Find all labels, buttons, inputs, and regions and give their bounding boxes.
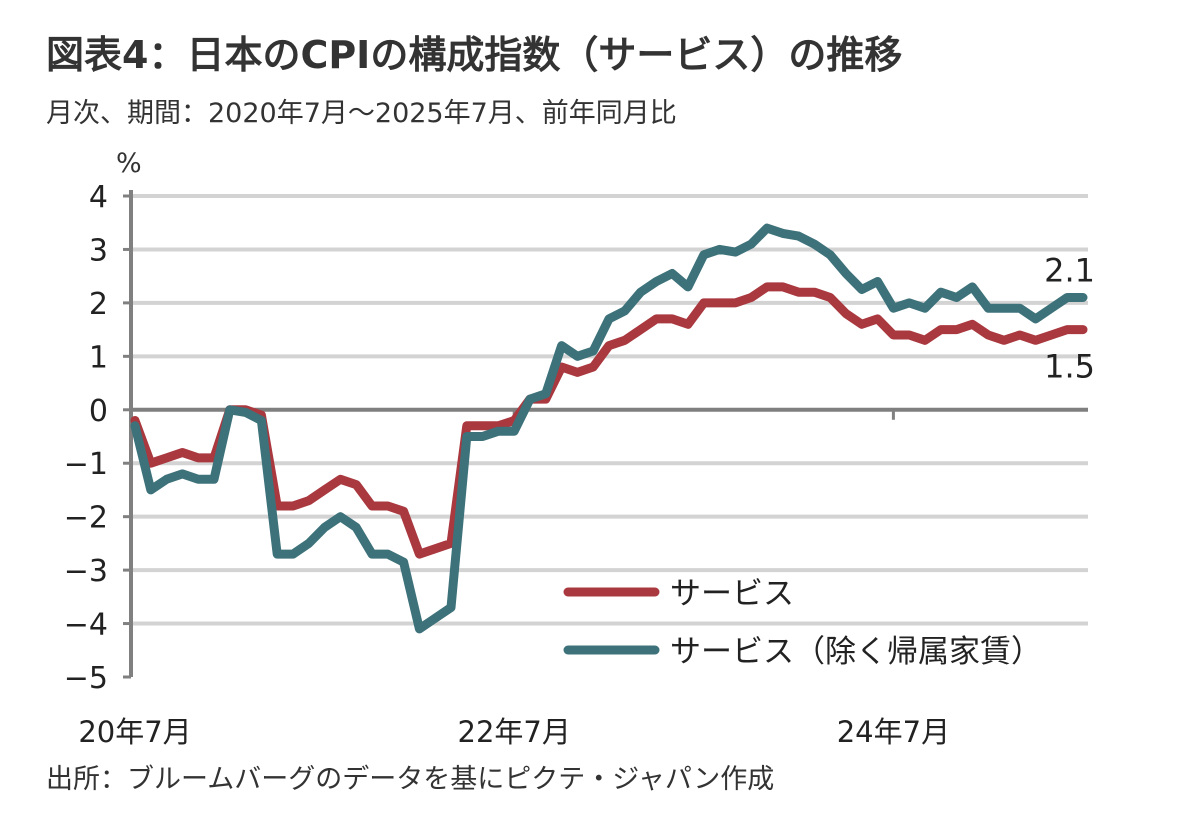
chart-subtitle: 月次、期間：2020年7月～2025年7月、前年同月比: [46, 98, 677, 129]
chart-title: 図表4：日本のCPIの構成指数（サービス）の推移: [46, 33, 902, 77]
legend-label-services-ex-rent: サービス（除く帰属家賃）: [670, 634, 1042, 670]
series-lines: [130, 223, 1088, 634]
y-tick-label: 0: [89, 394, 108, 429]
y-tick-label: −2: [64, 501, 108, 536]
y-tick-label: 1: [89, 340, 108, 375]
x-tick-label: 20年7月: [78, 715, 191, 749]
y-tick-label: 3: [89, 233, 108, 268]
y-tick-label: −1: [64, 447, 108, 482]
legend: サービス サービス（除く帰属家賃）: [563, 576, 1042, 670]
y-axis-unit: %: [116, 148, 142, 179]
y-tick-label: −5: [64, 661, 108, 696]
x-tick-label: 24年7月: [837, 715, 950, 749]
x-tick-label: 22年7月: [458, 715, 571, 749]
y-tick-label: 2: [89, 287, 108, 322]
y-axis-ticks: 4 3 2 1 0 −1 −2 −3 −4 −5: [64, 180, 131, 696]
end-label-services-ex-rent: 2.1: [1044, 252, 1095, 290]
y-tick-label: −3: [64, 554, 108, 589]
end-label-services: 1.5: [1044, 348, 1095, 386]
y-tick-label: −4: [64, 608, 108, 643]
x-axis-ticks: 20年7月 22年7月 24年7月: [78, 409, 950, 749]
gridlines: [129, 190, 1088, 677]
legend-label-services: サービス: [670, 576, 794, 612]
y-tick-label: 4: [89, 180, 108, 215]
series-line-services: [130, 282, 1088, 559]
end-labels: 1.5 2.1: [1044, 252, 1095, 386]
source-note: 出所：ブルームバーグのデータを基にピクテ・ジャパン作成: [46, 764, 774, 795]
series-line-services-ex-rent: [130, 223, 1088, 634]
